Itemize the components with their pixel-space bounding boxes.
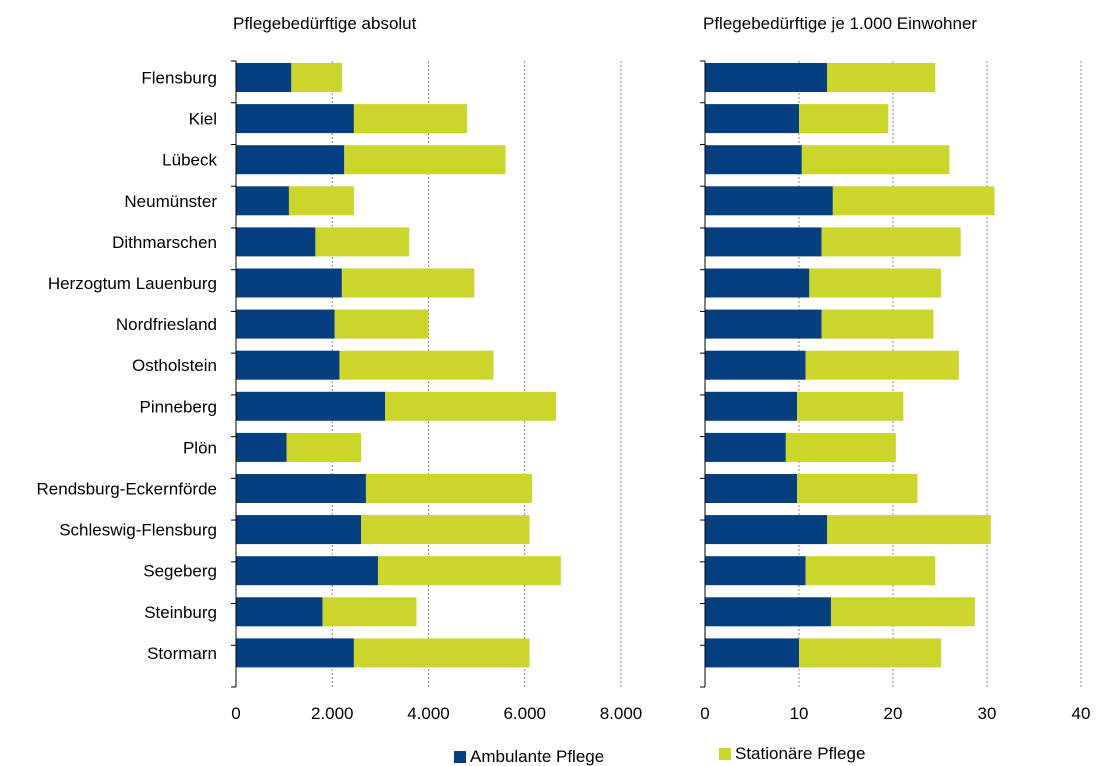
per-1000-bar-stationaer [832,186,995,216]
per-1000-bar-ambulant [705,268,810,298]
absolute-x-tick-label: 8.000 [600,704,643,723]
absolute-bar-ambulant [236,391,386,421]
absolute-bar-stationaer [353,638,530,668]
legend-item-ambulant: Ambulante Pflege [454,748,604,766]
category-label: Herzogtum Lauenburg [48,274,217,293]
absolute-bar-stationaer [322,597,417,627]
per-1000-bar-stationaer [799,104,889,134]
absolute-bar-stationaer [365,474,532,503]
legend-swatch-stationaer [719,748,731,760]
absolute-bar-ambulant [236,515,362,545]
absolute-bar-stationaer [291,63,342,92]
per-1000-bar-ambulant [705,309,822,339]
absolute-bar-stationaer [344,145,506,175]
chart-title-absolute: Pflegebedürftige absolut [233,14,417,33]
absolute-x-tick-label: 4.000 [407,704,450,723]
per-1000-bar-stationaer [799,638,941,668]
absolute-bar-ambulant [236,309,335,339]
category-label: Neumünster [124,192,217,211]
per-1000-bar-stationaer [827,63,936,92]
panel-absolute: 0 2.000 4.000 6.000 8.000 Flensburg Kiel Lübeck… [37,60,643,723]
legend-label-ambulant: Ambulante Pflege [470,747,605,766]
absolute-bar-ambulant [236,63,292,92]
per-1000-bar-ambulant [705,597,831,627]
category-label: Pinneberg [139,397,217,416]
absolute-bar-stationaer [334,309,429,339]
absolute-bar-stationaer [361,515,530,545]
absolute-bar-ambulant [236,432,287,462]
per-1000-bar-ambulant [705,227,822,257]
category-label: Rendsburg-Eckernförde [37,480,217,499]
absolute-bar-ambulant [236,145,345,175]
category-label: Nordfriesland [116,315,217,334]
category-label: Dithmarschen [112,233,217,252]
per-1000-bar-stationaer [797,474,918,503]
per-1000-x-tick-label: 40 [1072,704,1091,723]
absolute-bar-stationaer [341,268,475,298]
absolute-bar-ambulant [236,597,323,627]
category-label: Plön [183,438,217,457]
category-label: Kiel [189,110,217,129]
per-1000-bar-stationaer [827,515,991,545]
per-1000-bar-ambulant [705,638,799,668]
per-1000-bar-stationaer [821,309,934,339]
absolute-x-tick-label: 6.000 [503,704,546,723]
per-1000-bar-ambulant [705,391,798,421]
category-label: Segeberg [143,562,217,581]
per-1000-bar-stationaer [821,227,961,257]
legend-label-stationaer: Stationäre Pflege [735,744,866,763]
per-1000-bar-stationaer [797,391,904,421]
chart-title-per-1000: Pflegebedürftige je 1.000 Einwohner [703,14,977,33]
category-label: Steinburg [144,603,217,622]
absolute-bar-stationaer [288,186,354,216]
absolute-bar-stationaer [385,391,557,421]
category-label: Ostholstein [132,356,217,375]
per-1000-x-tick-label: 10 [790,704,809,723]
per-1000-bar-ambulant [705,63,828,92]
absolute-bar-stationaer [315,227,410,257]
per-1000-x-tick-label: 20 [884,704,903,723]
absolute-bar-stationaer [377,556,561,586]
category-label: Stormarn [147,644,217,663]
absolute-bar-stationaer [339,350,494,380]
panel-per-1000: 0 10 20 30 40 [700,60,1091,723]
per-1000-x-tick-label: 0 [700,704,709,723]
absolute-bar-ambulant [236,638,354,668]
category-label: Lübeck [162,151,217,170]
absolute-bar-ambulant [236,556,378,586]
per-1000-bar-stationaer [805,350,959,380]
absolute-bar-ambulant [236,268,342,298]
legend-item-stationaer: Stationäre Pflege [719,745,865,763]
per-1000-bar-ambulant [705,432,786,462]
per-1000-bar-stationaer [809,268,941,298]
absolute-bar-ambulant [236,227,316,257]
per-1000-bar-ambulant [705,186,833,216]
per-1000-bar-ambulant [705,515,828,545]
per-1000-bar-stationaer [801,145,950,175]
per-1000-bar-ambulant [705,556,806,586]
per-1000-bar-stationaer [830,597,975,627]
absolute-bar-ambulant [236,474,366,503]
per-1000-x-tick-label: 30 [978,704,997,723]
absolute-bar-ambulant [236,104,354,134]
per-1000-bar-ambulant [705,474,798,503]
absolute-x-tick-label: 0 [231,704,240,723]
absolute-bar-stationaer [286,432,362,462]
absolute-bar-ambulant [236,350,340,380]
per-1000-bar-stationaer [805,556,936,586]
absolute-bar-stationaer [353,104,467,134]
absolute-x-tick-label: 2.000 [311,704,354,723]
category-label: Schleswig-Flensburg [59,521,217,540]
category-label: Flensburg [141,69,217,88]
legend-swatch-ambulant [454,751,466,763]
per-1000-bar-stationaer [785,432,896,462]
absolute-bar-ambulant [236,186,289,216]
per-1000-bar-ambulant [705,104,799,134]
per-1000-bar-ambulant [705,350,806,380]
per-1000-bar-ambulant [705,145,802,175]
